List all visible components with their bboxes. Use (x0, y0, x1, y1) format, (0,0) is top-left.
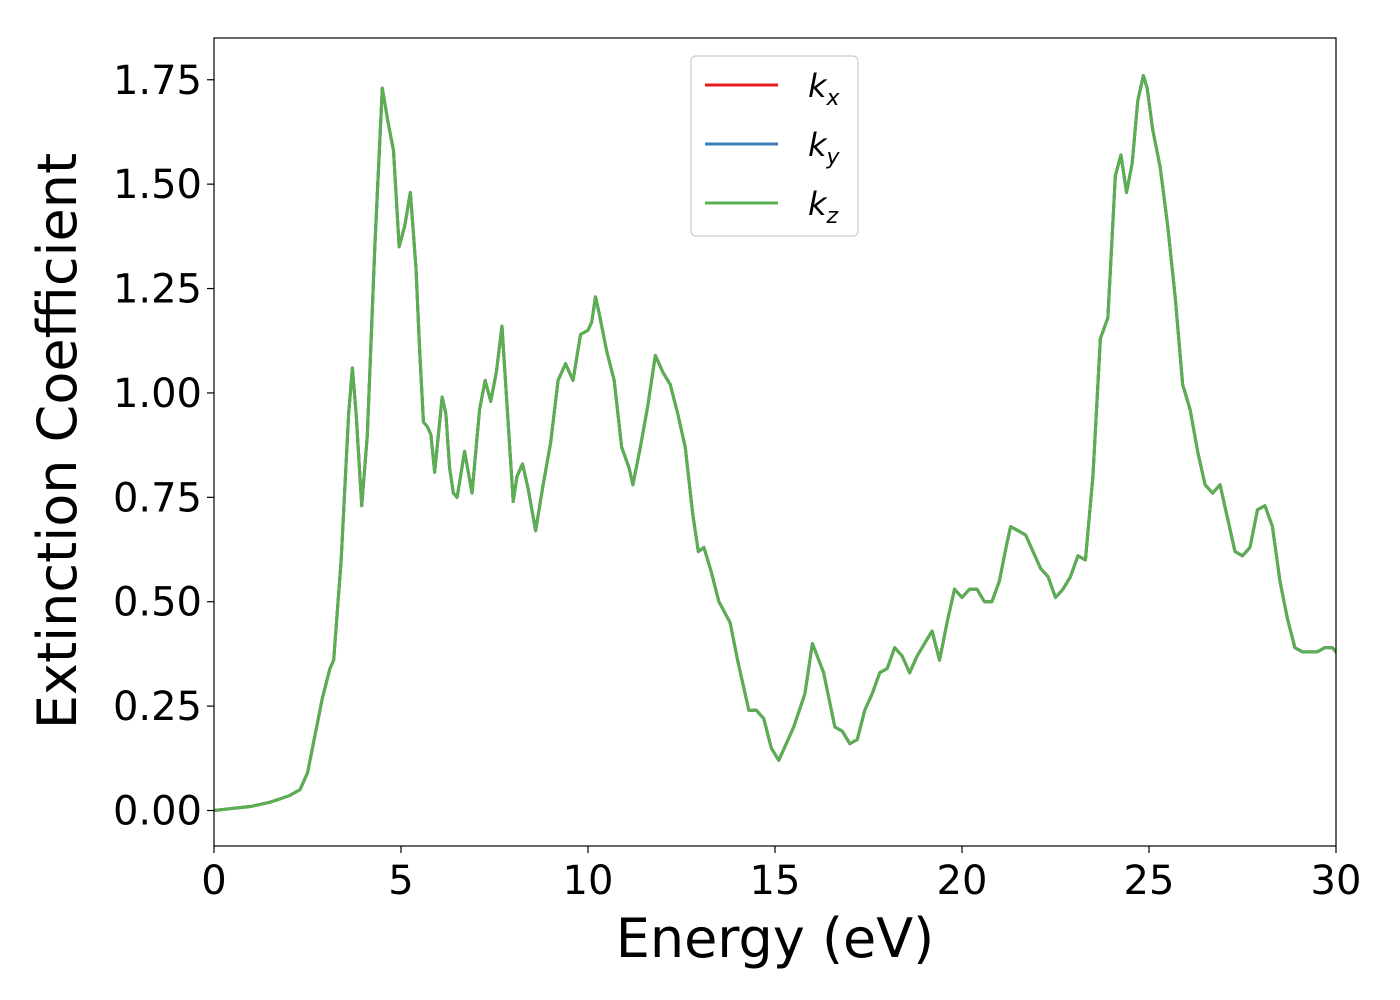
x-axis-ticks: 0 5 10 15 20 25 30 (201, 846, 1361, 904)
legend-label-base: k (808, 126, 828, 164)
y-tick-label: 0.50 (113, 580, 202, 626)
legend-label-ky: ky (808, 126, 841, 170)
y-tick-label: 0.00 (113, 789, 202, 835)
y-axis-ticks: 0.00 0.25 0.50 0.75 1.00 1.25 1.50 1.75 (113, 58, 214, 835)
x-tick-label: 20 (937, 858, 988, 904)
legend-label-kx: kx (808, 67, 841, 111)
legend-label-subscript: y (826, 145, 841, 170)
series-lines (214, 74, 1336, 813)
legend-label-kz: kz (808, 185, 839, 229)
x-tick-label: 30 (1311, 858, 1362, 904)
legend-label-subscript: z (826, 204, 839, 229)
x-tick-label: 15 (750, 858, 801, 904)
legend-label-subscript: x (826, 86, 841, 111)
legend-label-base: k (808, 67, 828, 105)
x-tick-label: 0 (201, 858, 226, 904)
x-axis-label: Energy (eV) (616, 907, 935, 970)
x-tick-label: 5 (388, 858, 413, 904)
x-tick-label: 25 (1124, 858, 1175, 904)
series-line-kz (214, 74, 1336, 813)
x-tick-label: 10 (563, 858, 614, 904)
y-axis-label: Extinction Coefficient (26, 153, 89, 729)
legend-label-base: k (808, 185, 828, 223)
y-tick-label: 0.75 (113, 475, 202, 521)
legend-box (690, 55, 859, 237)
y-tick-label: 0.25 (113, 684, 202, 730)
y-tick-label: 1.25 (113, 267, 202, 313)
y-tick-label: 1.00 (113, 371, 202, 417)
y-tick-label: 1.50 (113, 162, 202, 208)
y-tick-label: 1.75 (113, 58, 202, 104)
